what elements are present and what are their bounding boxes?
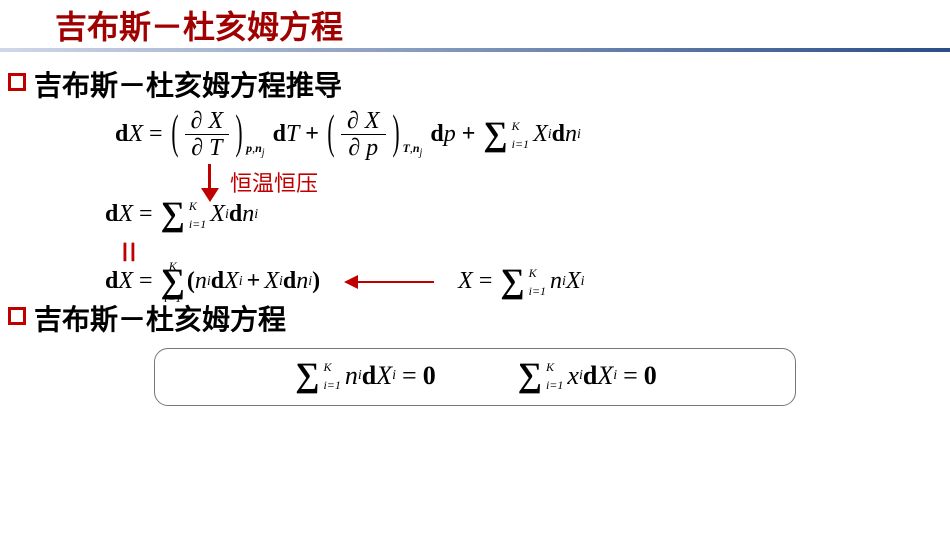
constTp-label: 恒温恒压: [230, 166, 318, 198]
bullet-square-icon: [8, 307, 26, 325]
eq1-d: d: [115, 121, 128, 148]
section-b: 吉布斯－杜亥姆方程: [0, 298, 950, 338]
title-bar: 吉布斯－杜亥姆方程: [0, 0, 950, 60]
eq1-termB-sub: T,nj: [402, 111, 423, 158]
eq1-dp-d: d: [430, 121, 443, 148]
section-a-heading: 吉布斯－杜亥姆方程推导: [34, 64, 342, 104]
math-area: d X = ( ∂ X ∂ T ) p,nj d T +: [0, 108, 950, 304]
result-box: ∑ K i=1 ni d Xi = 0 ∑ K i=1 xi d Xi = 0: [154, 348, 796, 406]
eq1-dT-d: d: [273, 121, 286, 148]
equation-3-row: d X = K ∑ i=1 ( ni d Xi + Xi d ni ): [105, 260, 950, 304]
annotation-row: 恒温恒压: [200, 164, 950, 200]
equation-4: X = ∑ K i=1 ni Xi: [458, 267, 584, 297]
eq1-termA-sub: p,nj: [245, 111, 264, 158]
eq1-plus2: +: [456, 121, 482, 148]
eq1-termA: ( ∂ X ∂ T ) p,nj: [169, 108, 265, 162]
arrow-down-icon: [200, 164, 220, 200]
slide: 吉布斯－杜亥姆方程 吉布斯－杜亥姆方程推导 d X = ( ∂ X ∂ T ): [0, 0, 950, 535]
eq1-termB: ( ∂ X ∂ p ) T,nj: [325, 108, 422, 162]
eq1-plus1: +: [299, 121, 325, 148]
title-rule: [0, 48, 950, 52]
eq3-sigma: K ∑ i=1: [159, 260, 187, 304]
equation-2: d X = ∑ K i=1 Xi d ni: [105, 200, 950, 230]
arrow-left-icon: [344, 275, 434, 289]
eq1-termA-frac: ∂ X ∂ T: [181, 108, 234, 162]
box-eq-a: ∑ K i=1 ni d Xi = 0: [293, 361, 436, 391]
eq1-X: X: [128, 121, 143, 148]
eq1-termB-frac: ∂ X ∂ p: [337, 108, 390, 162]
section-a: 吉布斯－杜亥姆方程推导: [0, 64, 950, 104]
eq1-dp-p: p: [444, 121, 456, 148]
vertical-equality-icon: =: [119, 230, 950, 260]
eq1-equals: =: [143, 121, 169, 148]
slide-title: 吉布斯－杜亥姆方程: [55, 9, 343, 45]
equation-1: d X = ( ∂ X ∂ T ) p,nj d T +: [115, 108, 950, 162]
eq1-dT-T: T: [286, 121, 299, 148]
box-eq-b: ∑ K i=1 xi d Xi = 0: [516, 361, 657, 391]
eq1-sum-bounds: K i=1: [510, 120, 533, 150]
bullet-square-icon: [8, 73, 26, 91]
section-b-heading: 吉布斯－杜亥姆方程: [34, 298, 286, 338]
eq1-sum: ∑ K i=1 Xi d ni: [481, 120, 581, 150]
